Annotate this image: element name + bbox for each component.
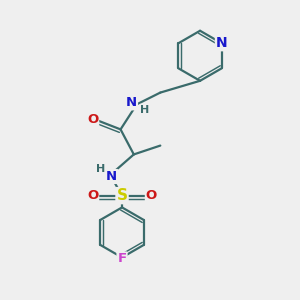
Text: O: O <box>146 189 157 202</box>
Text: N: N <box>216 36 227 50</box>
Text: S: S <box>116 188 128 203</box>
Text: O: O <box>87 112 98 126</box>
Text: H: H <box>140 105 150 115</box>
Text: N: N <box>126 96 137 110</box>
Text: F: F <box>118 252 127 266</box>
Text: O: O <box>87 189 98 202</box>
Text: H: H <box>96 164 106 173</box>
Text: N: N <box>106 170 117 183</box>
